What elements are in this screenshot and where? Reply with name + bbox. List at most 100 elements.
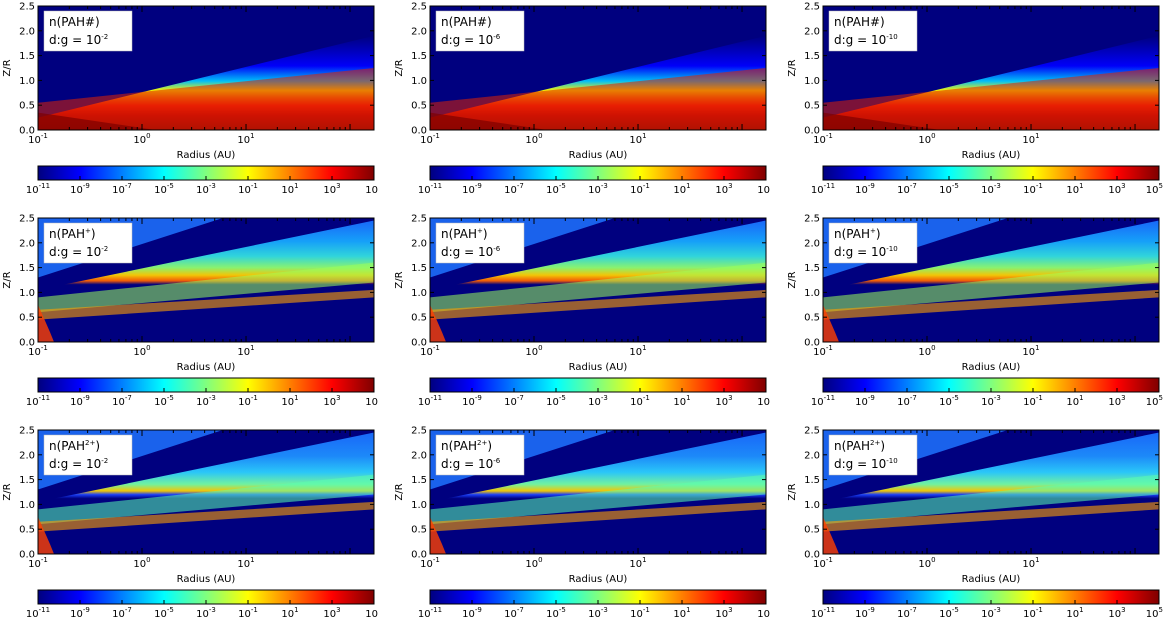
colorbar-tick-label: 10-1 xyxy=(238,394,258,408)
y-tick-label: 1.0 xyxy=(804,76,820,87)
x-axis-label: Radius (AU) xyxy=(177,574,236,585)
y-tick-label: 1.5 xyxy=(411,51,427,62)
x-tick-label: 10-1 xyxy=(420,556,440,570)
colorbar-tick-label: 10-7 xyxy=(897,394,917,408)
x-tick-label: 10-1 xyxy=(813,344,833,358)
colorbar-tick-label: 101 xyxy=(281,606,298,620)
colorbar-tick-label: 10-11 xyxy=(811,182,835,196)
colorbar-tick-label: 10-11 xyxy=(811,606,835,620)
dust-to-gas-label: d:g = 10-2 xyxy=(49,245,108,259)
x-tick-label: 101 xyxy=(629,556,646,570)
y-tick-label: 0.5 xyxy=(411,101,427,112)
legend-box xyxy=(828,10,918,52)
colorbar-tick-label: 10 xyxy=(757,397,770,408)
legend-box xyxy=(435,434,525,476)
colorbar-tick-label: 10-9 xyxy=(462,394,482,408)
y-tick-label: 0.5 xyxy=(804,525,820,536)
x-tick-label: 101 xyxy=(237,132,254,146)
colorbar-tick-label: 10-11 xyxy=(418,182,442,196)
colorbar-tick-label: 10-9 xyxy=(855,182,875,196)
y-tick-label: 0.0 xyxy=(19,550,35,561)
y-axis-label: Z/R xyxy=(2,483,13,500)
y-tick-label: 1.0 xyxy=(19,76,35,87)
colorbar-tick-label: 10-9 xyxy=(70,606,90,620)
colorbar-tick-label: 10-1 xyxy=(630,182,650,196)
y-tick-label: 0.0 xyxy=(19,126,35,137)
y-tick-label: 2.0 xyxy=(19,450,35,461)
colorbar-tick-label: 10 xyxy=(365,185,378,196)
x-tick-label: 100 xyxy=(525,344,542,358)
colorbar-tick-label: 10-1 xyxy=(630,394,650,408)
colorbar-tick-label: 10-9 xyxy=(855,606,875,620)
colorbar-tick-label: 10-3 xyxy=(588,394,608,408)
colorbar-tick-label: 103 xyxy=(1108,606,1125,620)
y-tick-label: 1.0 xyxy=(19,288,35,299)
y-tick-label: 2.0 xyxy=(411,450,427,461)
colorbar-tick-label: 10 xyxy=(757,185,770,196)
x-tick-label: 101 xyxy=(237,556,254,570)
dust-to-gas-label: d:g = 10-6 xyxy=(441,457,501,471)
colorbar-tick-label: 105 xyxy=(1146,606,1163,620)
dust-to-gas-label: d:g = 10-6 xyxy=(441,245,501,259)
y-tick-label: 1.5 xyxy=(19,475,35,486)
y-tick-label: 1.5 xyxy=(19,263,35,274)
y-tick-label: 2.0 xyxy=(804,450,820,461)
y-tick-label: 1.5 xyxy=(411,475,427,486)
colorbar-tick-label: 105 xyxy=(1146,394,1163,408)
y-axis-label: Z/R xyxy=(394,59,405,76)
heatmap xyxy=(38,430,374,554)
x-tick-label: 101 xyxy=(1022,556,1039,570)
y-tick-label: 2.5 xyxy=(804,214,820,225)
x-tick-label: 101 xyxy=(237,344,254,358)
colorbar-tick-label: 10-7 xyxy=(112,394,132,408)
x-axis-label: Radius (AU) xyxy=(569,362,628,373)
y-tick-label: 2.5 xyxy=(411,2,427,13)
legend-box xyxy=(828,434,918,476)
colorbar-tick-label: 10-11 xyxy=(26,394,50,408)
colorbar-tick-label: 101 xyxy=(281,182,298,196)
x-tick-label: 100 xyxy=(133,132,150,146)
x-axis-label: Radius (AU) xyxy=(962,362,1021,373)
colorbar-tick-label: 101 xyxy=(673,606,690,620)
colorbar-tick-label: 10-3 xyxy=(196,606,216,620)
species-label: n(PAH#) xyxy=(49,15,100,29)
y-tick-label: 0.0 xyxy=(411,126,427,137)
colorbar-tick-label: 103 xyxy=(715,182,732,196)
y-tick-label: 1.0 xyxy=(411,500,427,511)
colorbar-tick-label: 10-5 xyxy=(939,394,959,408)
y-tick-label: 0.5 xyxy=(411,313,427,324)
y-tick-label: 1.0 xyxy=(804,288,820,299)
y-axis-label: Z/R xyxy=(2,59,13,76)
y-tick-label: 1.5 xyxy=(804,475,820,486)
dust-to-gas-label: d:g = 10-10 xyxy=(834,33,898,47)
y-tick-label: 2.5 xyxy=(804,426,820,437)
x-tick-label: 100 xyxy=(525,556,542,570)
y-tick-label: 0.5 xyxy=(19,313,35,324)
legend-box xyxy=(43,434,133,476)
colorbar-tick-label: 10-11 xyxy=(26,182,50,196)
species-label: n(PAH#) xyxy=(441,15,492,29)
x-axis-label: Radius (AU) xyxy=(177,362,236,373)
colorbar-tick-label: 101 xyxy=(1066,394,1083,408)
y-tick-label: 1.0 xyxy=(804,500,820,511)
colorbar-tick-label: 10-9 xyxy=(70,182,90,196)
dust-to-gas-label: d:g = 10-10 xyxy=(834,457,898,471)
y-tick-label: 2.0 xyxy=(19,26,35,37)
colorbar-tick-label: 10-5 xyxy=(546,606,566,620)
x-tick-label: 10-1 xyxy=(813,556,833,570)
legend-box xyxy=(43,10,133,52)
colorbar-tick-label: 103 xyxy=(323,182,340,196)
colorbar-tick-label: 10-1 xyxy=(1023,394,1043,408)
y-axis-label: Z/R xyxy=(394,271,405,288)
y-tick-label: 2.5 xyxy=(411,426,427,437)
x-tick-label: 10-1 xyxy=(420,344,440,358)
colorbar-tick-label: 103 xyxy=(323,606,340,620)
species-label: n(PAH+) xyxy=(49,227,96,241)
colorbar-tick-label: 10-1 xyxy=(630,606,650,620)
colorbar-tick-label: 10-11 xyxy=(26,606,50,620)
